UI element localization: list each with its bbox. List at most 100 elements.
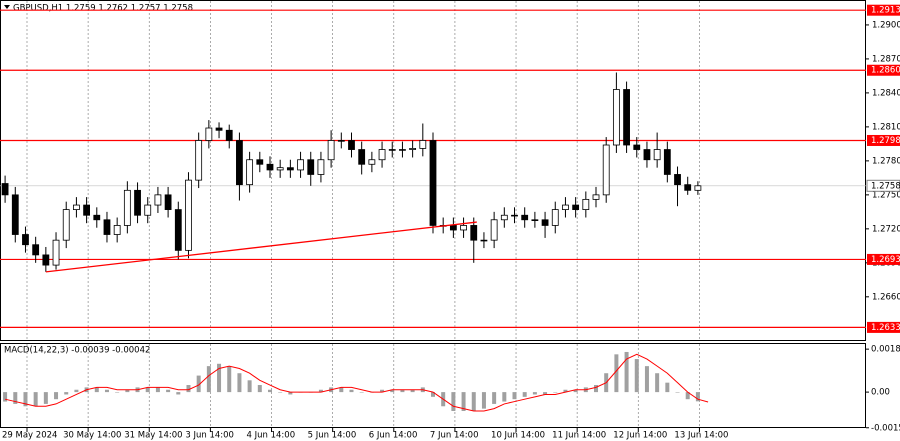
level-box [867, 253, 900, 265]
candle-body [572, 204, 580, 210]
macd-bar [125, 389, 130, 393]
candle-body [623, 89, 630, 146]
candle-body [225, 129, 233, 141]
macd-bar [227, 366, 232, 393]
macd-bar [104, 389, 109, 393]
x-tick-label: 11 Jun 14:00 [552, 431, 606, 441]
macd-bar [13, 392, 18, 404]
candle-body [144, 204, 152, 216]
macd-bar [614, 354, 619, 393]
candle-body [531, 219, 539, 221]
candle-body [643, 149, 651, 161]
macd-bar [563, 389, 568, 393]
trendline [45, 221, 477, 273]
macd-bar [196, 375, 201, 393]
macd-bar [206, 366, 211, 393]
candle-body [174, 209, 182, 251]
level-label: 1.2913 [871, 6, 900, 16]
candle-body [215, 127, 223, 131]
last-price-label: 1.2758 [871, 181, 900, 191]
macd-bar [64, 392, 69, 395]
candle-body [378, 149, 386, 161]
macd-bar [502, 392, 507, 402]
candle-body [633, 144, 641, 150]
macd-bar [644, 366, 649, 393]
macd-bar [23, 392, 28, 407]
macd-bar [512, 392, 517, 400]
candle-body [674, 174, 681, 186]
candle-body [612, 89, 620, 146]
macd-bar [115, 392, 120, 393]
y-tick-label: 1.2810 [872, 122, 900, 132]
chart-title: GBPUSD,H1 1.2759 1.2762 1.2757 1.2758 [13, 4, 193, 14]
candle-body [358, 149, 366, 165]
macd-bar [278, 392, 283, 393]
candle-body [154, 194, 162, 206]
candle-body [490, 219, 498, 241]
macd-bar [410, 389, 415, 393]
macd-bar [247, 380, 252, 393]
macd-bar [318, 389, 323, 393]
candle-body [123, 189, 131, 226]
candle-body [582, 198, 590, 210]
level-label: 1.2633 [871, 323, 900, 333]
macd-bar [166, 389, 171, 393]
candle-body [684, 184, 692, 191]
macd-bar [461, 392, 466, 411]
x-tick-label: 30 May 14:00 [63, 431, 121, 441]
candle-body [541, 219, 549, 226]
y-tick-label: -0.00151 [871, 423, 900, 433]
macd-bar [492, 392, 497, 404]
candle-body [11, 194, 19, 235]
x-tick-label: 3 Jun 14:00 [185, 431, 234, 441]
macd-bar [695, 392, 700, 402]
level-label: 1.2860 [871, 66, 900, 76]
candle-body [663, 149, 671, 175]
candle-body [276, 167, 284, 171]
candle-body [592, 194, 600, 200]
x-tick-label: 10 Jun 14:00 [491, 431, 545, 441]
level-label: 1.2693 [871, 255, 900, 265]
candle-body [256, 159, 264, 165]
candle-body [429, 140, 437, 226]
y-tick-label: 1.2750 [872, 190, 900, 200]
candle-body [470, 225, 478, 241]
candle-body [195, 140, 203, 181]
macd-bar [655, 373, 660, 393]
y-tick-label: 1.2660 [872, 292, 900, 302]
y-tick-label: 1.2870 [872, 54, 900, 64]
y-tick-label: 0.00 [871, 388, 890, 398]
macd-bar [624, 351, 629, 393]
macd-bar [339, 387, 344, 393]
candle-body [286, 167, 294, 171]
macd-bar [471, 392, 476, 411]
level-box [867, 4, 900, 16]
candle-body [409, 148, 417, 150]
candle-body [694, 185, 702, 191]
candle-body [653, 149, 661, 161]
candle-body [460, 225, 467, 231]
macd-bar [665, 382, 670, 393]
macd-bar [543, 392, 548, 395]
macd-bar [349, 389, 354, 393]
macd-bar [553, 392, 558, 393]
y-tick-label: 0.00182 [871, 345, 900, 355]
candle-body [22, 234, 29, 246]
macd-bar [532, 392, 537, 395]
macd-bar [54, 392, 59, 400]
candle-body [327, 140, 335, 161]
candle-body [113, 225, 121, 235]
candle-body [62, 209, 70, 241]
x-tick-label: 5 Jun 14:00 [308, 431, 357, 441]
candle-body [205, 127, 213, 141]
candle-body [419, 140, 427, 149]
y-tick-label: 1.2720 [872, 224, 900, 234]
candle-body [317, 159, 325, 175]
macd-bar [431, 392, 435, 397]
macd-bar [94, 387, 99, 393]
candle-body [93, 214, 101, 221]
candle-body [83, 204, 90, 216]
macd-bar [400, 389, 405, 393]
candle-body [348, 140, 355, 150]
x-tick-label: 4 Jun 14:00 [247, 431, 296, 441]
